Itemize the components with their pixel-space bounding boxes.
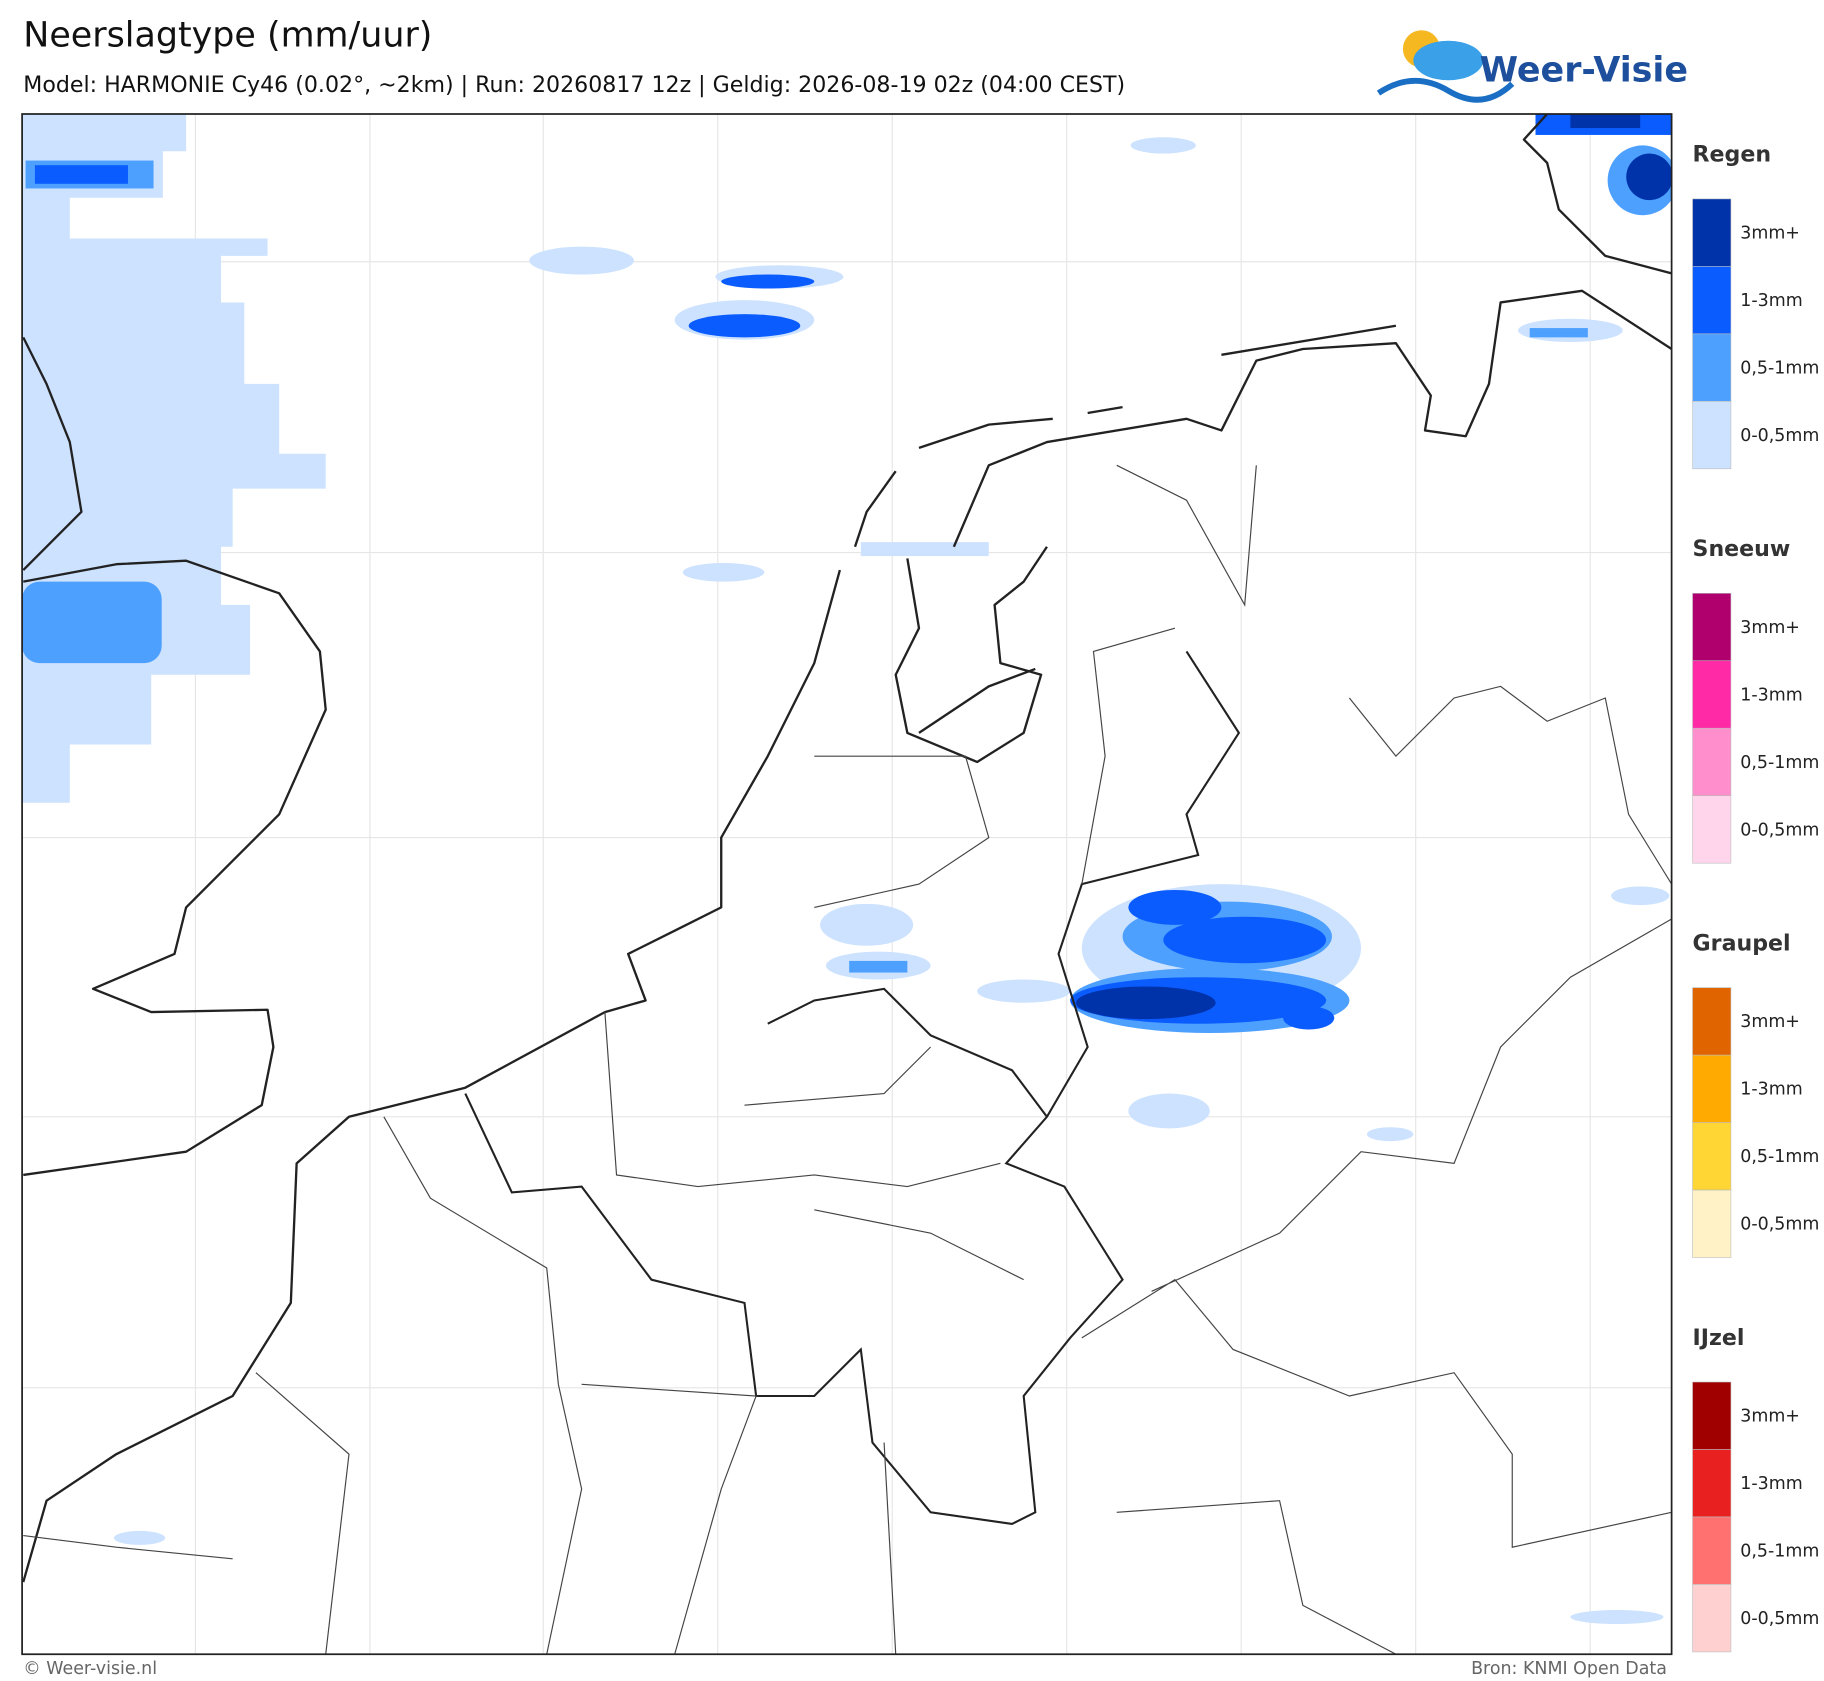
legend-swatch (1692, 660, 1732, 729)
map (22, 114, 1672, 1655)
legend-label: 3mm+ (1740, 223, 1800, 243)
legend-swatch (1692, 1449, 1732, 1518)
legend-swatch (1692, 1189, 1732, 1258)
england-coast (22, 336, 327, 1177)
legend: Regen 3mm+ 1-3mm 0,5-1mm 0-0,5mm Sneeuw 3mm+ 1-… (1692, 142, 1819, 1653)
legend-label: 1-3mm (1740, 291, 1802, 311)
borders (23, 464, 1672, 1655)
legend-label: 1-3mm (1740, 1080, 1802, 1100)
legend-label: 3mm+ (1740, 1012, 1800, 1032)
legend-title: IJzel (1693, 1325, 1745, 1351)
legend-title: Sneeuw (1693, 536, 1791, 562)
precipitation (22, 114, 1672, 1624)
legend-swatch (1692, 795, 1732, 864)
logo-text: Weer-Visie (1480, 50, 1688, 90)
legend-swatch (1692, 727, 1732, 797)
legend-label: 0-0,5mm (1740, 426, 1819, 446)
legend-swatch (1692, 1516, 1732, 1585)
title: Neerslagtype (mm/uur) (23, 16, 432, 56)
legend-swatch (1692, 333, 1732, 402)
legend-label: 1-3mm (1740, 685, 1802, 705)
footer-right: Bron: KNMI Open Data (1471, 1659, 1667, 1679)
legend-label: 0,5-1mm (1740, 753, 1819, 773)
footer-left: © Weer-visie.nl (23, 1659, 157, 1679)
legend-label: 0-0,5mm (1740, 820, 1819, 840)
legend-swatch (1692, 987, 1732, 1056)
legend-label: 0-0,5mm (1740, 1215, 1819, 1235)
legend-swatch (1692, 1584, 1732, 1653)
legend-title: Graupel (1693, 930, 1791, 956)
legend-swatch (1692, 1381, 1732, 1450)
logo: Weer-Visie (1376, 30, 1688, 103)
map-frame (21, 113, 1673, 1656)
legend-swatch (1692, 198, 1732, 267)
subtitle: Model: HARMONIE Cy46 (0.02°, ~2km) | Run… (23, 72, 1125, 98)
legend-label: 1-3mm (1740, 1474, 1802, 1494)
legend-label: 3mm+ (1740, 618, 1800, 638)
legend-label: 0-0,5mm (1740, 1609, 1819, 1629)
legend-swatch (1692, 1054, 1732, 1123)
legend-swatch (1692, 401, 1732, 470)
legend-swatch (1692, 593, 1732, 662)
legend-label: 0,5-1mm (1740, 1542, 1819, 1562)
legend-label: 0,5-1mm (1740, 358, 1819, 378)
legend-label: 3mm+ (1740, 1407, 1800, 1427)
legend-swatch (1692, 1122, 1732, 1191)
legend-title: Regen (1693, 142, 1772, 168)
legend-label: 0,5-1mm (1740, 1147, 1819, 1167)
inner-coast (894, 546, 1048, 764)
legend-swatch (1692, 266, 1732, 335)
graticule (22, 114, 1672, 1655)
